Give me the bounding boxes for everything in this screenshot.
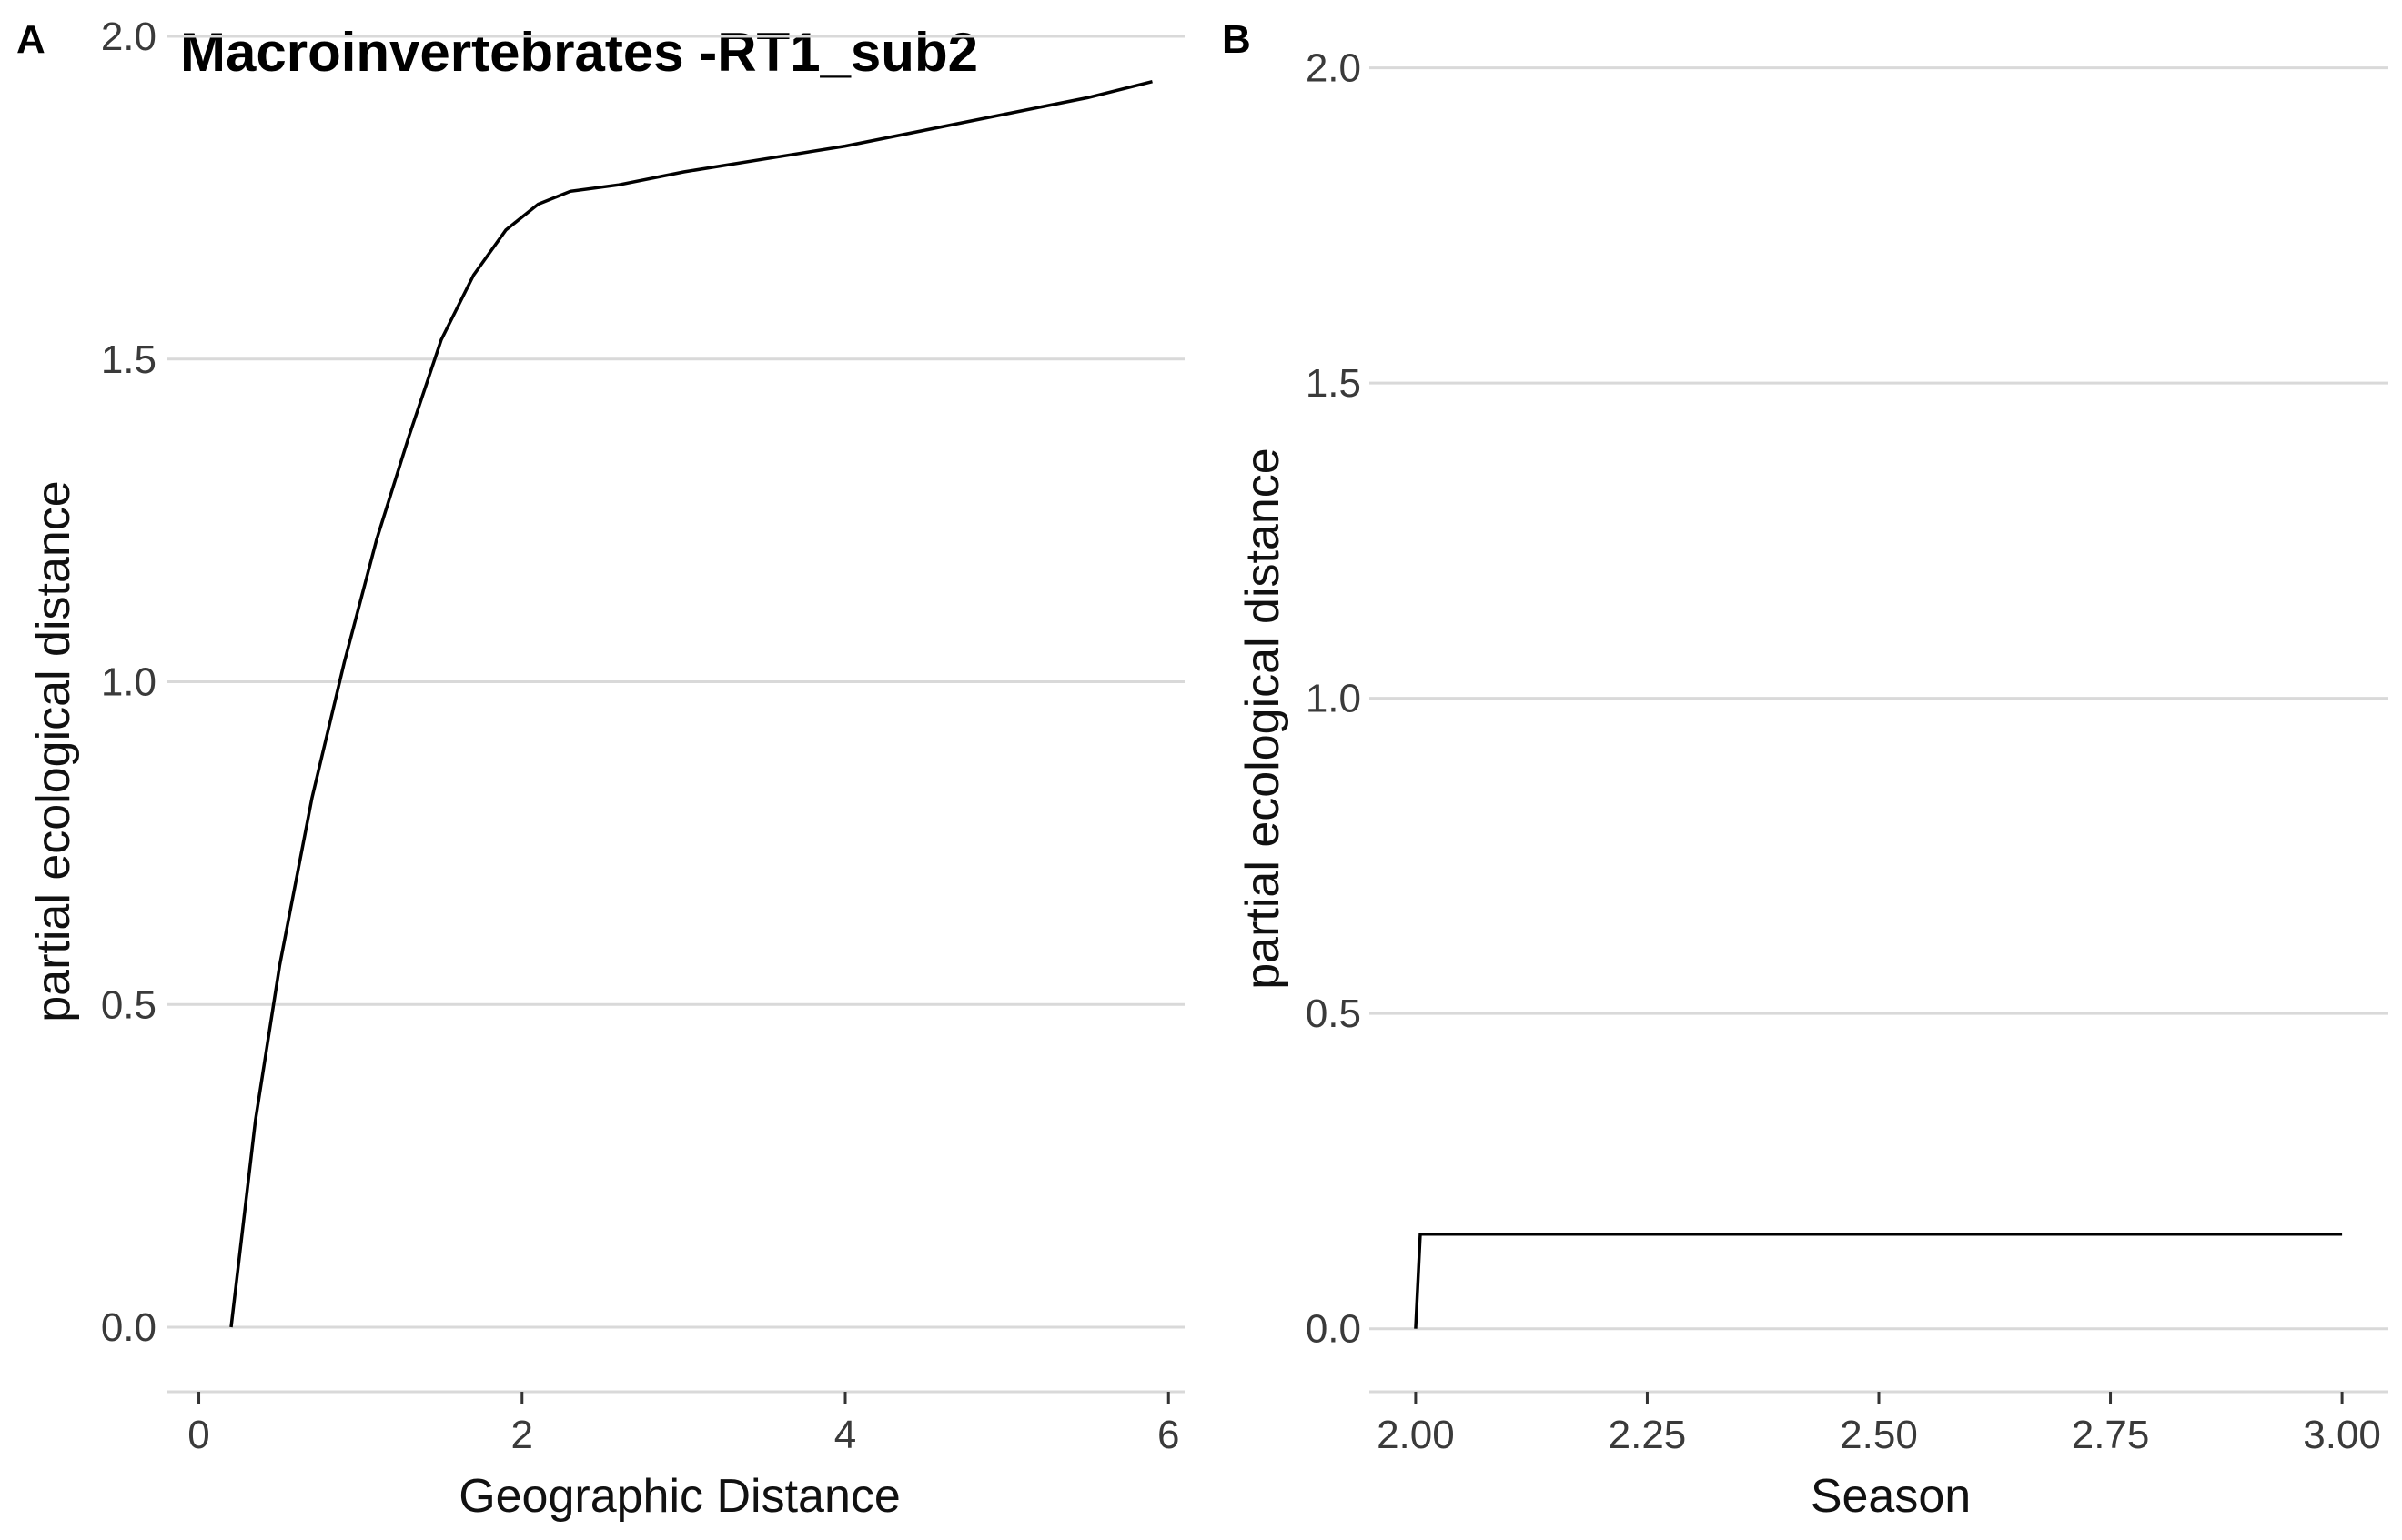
panel-b-y-axis-label: partial ecological distance: [1236, 448, 1289, 989]
y-tick-label: 0.0: [101, 1305, 156, 1350]
x-tick-label: 4: [834, 1413, 856, 1457]
panel-b-y-ticks: 0.0 0.5 1.0 1.5 2.0: [1306, 46, 1361, 1352]
panel-b-x-axis-label: Season: [1811, 1470, 1971, 1523]
y-tick-label: 2.0: [101, 15, 156, 59]
x-tick-label: 3.00: [2303, 1413, 2381, 1457]
x-tick-label: 2.25: [1609, 1413, 1687, 1457]
x-tick-label: 2: [511, 1413, 533, 1457]
y-tick-label: 0.5: [101, 982, 156, 1027]
panel-b: B 2.00 2.25 2.50 2.75 3.00 0.0 0.5 1.0 1.5 2.0 S…: [1222, 17, 2388, 1523]
panel-b-x-ticks: 2.00 2.25 2.50 2.75 3.00: [1377, 1392, 2381, 1457]
x-tick-label: 6: [1157, 1413, 1179, 1457]
x-tick-label: 0: [187, 1413, 209, 1457]
x-tick-label: 2.75: [2072, 1413, 2150, 1457]
y-tick-label: 2.0: [1306, 46, 1361, 91]
x-tick-label: 2.50: [1840, 1413, 1918, 1457]
panel-a-series-line: [229, 80, 1153, 1328]
y-tick-label: 0.5: [1306, 991, 1361, 1036]
y-tick-label: 1.5: [101, 337, 156, 382]
x-tick-label: 2.00: [1377, 1413, 1455, 1457]
panel-a-x-axis-label: Geographic Distance: [459, 1470, 901, 1523]
panel-b-series-line: [1414, 1232, 2343, 1329]
panel-a-y-ticks: 0.0 0.5 1.0 1.5 2.0: [101, 15, 156, 1350]
y-tick-label: 0.0: [1306, 1307, 1361, 1352]
panel-a-x-ticks: 0 2 4 6: [187, 1392, 1179, 1457]
panel-a-label: A: [16, 17, 45, 62]
y-tick-label: 1.0: [1306, 677, 1361, 721]
panel-b-gridlines: [1369, 66, 2388, 1331]
panel-b-label: B: [1222, 17, 1251, 62]
y-tick-label: 1.0: [101, 660, 156, 705]
panel-a-gridlines: [167, 35, 1185, 1329]
panel-a-title: Macroinvertebrates -RT1_sub2: [180, 22, 978, 83]
y-tick-label: 1.5: [1306, 361, 1361, 406]
panel-a-y-axis-label: partial ecological distance: [27, 480, 80, 1022]
